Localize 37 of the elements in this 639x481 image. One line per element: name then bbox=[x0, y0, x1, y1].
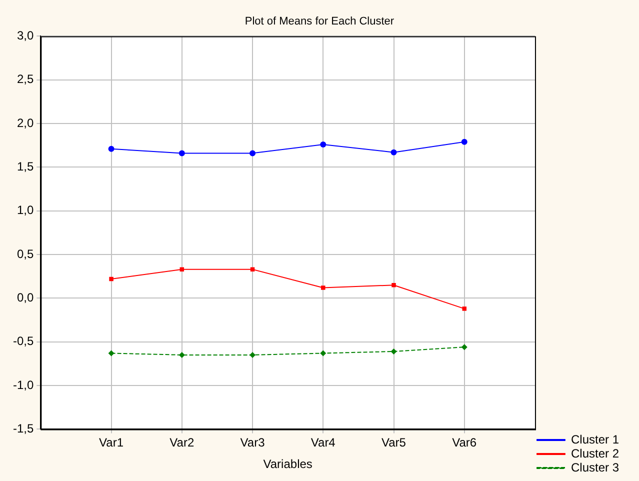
point bbox=[178, 352, 185, 358]
point bbox=[320, 350, 326, 356]
y-tick-label: 0,0 bbox=[16, 290, 34, 305]
point bbox=[108, 350, 114, 356]
point bbox=[390, 348, 397, 354]
point bbox=[321, 286, 326, 290]
y-tick-label: 2,0 bbox=[16, 116, 34, 130]
x-tick-label: Var6 bbox=[452, 436, 477, 450]
legend-label: Cluster 2 bbox=[570, 446, 620, 460]
x-tick-label: Var4 bbox=[310, 436, 336, 450]
point bbox=[108, 146, 114, 152]
x-tick-label: Var1 bbox=[99, 436, 124, 450]
x-tick-label: Var2 bbox=[170, 436, 194, 450]
y-tick-label: -1,5 bbox=[12, 422, 34, 436]
point bbox=[390, 149, 397, 156]
point bbox=[109, 276, 114, 282]
y-tick-label: 1,0 bbox=[16, 203, 34, 218]
x-tick-label: Var3 bbox=[240, 436, 266, 450]
y-tick-label: 0,5 bbox=[16, 246, 34, 261]
point bbox=[250, 150, 256, 156]
y-tick-label: -0,5 bbox=[12, 334, 34, 348]
chart-title: Plot of Means for Each Cluster bbox=[244, 16, 394, 28]
point bbox=[461, 344, 468, 350]
point bbox=[392, 282, 396, 288]
y-tick-label: 2,5 bbox=[16, 72, 34, 86]
y-tick-label: 1,5 bbox=[16, 160, 34, 174]
y-tick-label: -1,0 bbox=[12, 378, 34, 392]
legend-label: Cluster 1 bbox=[570, 432, 620, 446]
y-tick-label: 3,0 bbox=[16, 28, 34, 43]
legend-label: Cluster 3 bbox=[570, 460, 620, 474]
point bbox=[250, 352, 256, 358]
point bbox=[178, 150, 185, 156]
point bbox=[461, 138, 468, 145]
point bbox=[320, 141, 326, 148]
point bbox=[462, 306, 466, 311]
x-axis-title: Variables bbox=[263, 457, 312, 472]
x-tick-label: Var5 bbox=[382, 436, 406, 450]
